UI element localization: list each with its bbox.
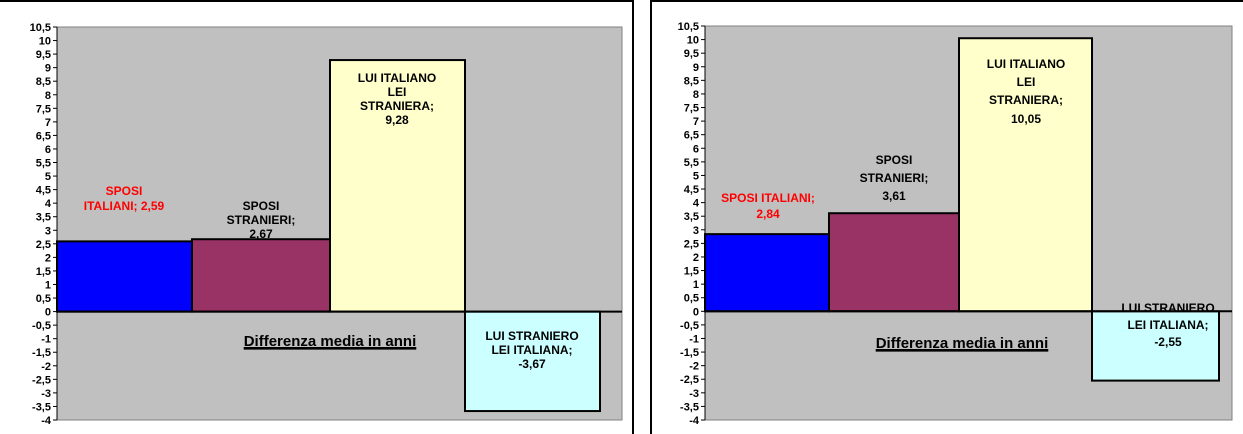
y-tick-label: 6 [693,143,699,155]
y-tick-label: 1 [45,279,51,291]
y-tick-label: 2 [45,252,51,264]
y-tick-label: -4 [689,415,700,427]
y-tick-label: 1,5 [36,266,51,278]
chart-panel-2: 10,5 10 9,5 9 8,5 8 7,5 7 6,5 6 5,5 5 4,5 4 3,5 3 2,5 2 1,… [650,0,1243,434]
y-tick-label: 10 [687,35,699,47]
y-tick-label: 4,5 [36,185,51,197]
data-label: LUI ITALIANO [987,57,1065,71]
data-label: LEI ITALIANA; [491,343,572,357]
x-axis-title: Differenza media in anni [244,333,417,350]
data-label: 2,84 [756,207,780,221]
bar-chart-2: 10,5109,598,587,576,565,554,543,532,521,… [678,21,1233,427]
data-label: SPOSI [876,153,913,167]
y-tick-label: 2,5 [684,238,699,250]
y-tick-label: -1 [41,334,51,346]
y-tick-label: -0,5 [680,320,699,332]
y-tick-label: -2 [689,361,699,373]
data-label: SPOSI [106,184,143,198]
y-tick-label: 1,5 [684,266,699,278]
data-label: -2,55 [1154,335,1182,349]
y-tick-label: 3,5 [36,212,51,224]
y-tick-label: 0 [45,307,51,319]
data-label: STRANIERI; [860,171,929,185]
data-label: LUI STRANIERO [485,329,578,343]
data-label: STRANIERA; [360,99,434,113]
y-tick-label: 4,5 [684,184,699,196]
y-tick-label: 6,5 [36,130,51,142]
y-tick-label: 8 [45,90,51,102]
y-tick-label: 3 [693,225,699,237]
y-tick-label: 10,5 [678,21,699,33]
y-tick-label: -2 [41,361,51,373]
y-tick-label: -2,5 [680,374,699,386]
y-tick-label: 10,5 [30,22,51,34]
data-label: STRANIERA; [989,93,1063,107]
data-label: LEI [388,85,407,99]
y-tick-label: 3 [45,225,51,237]
data-label: SPOSI [243,199,280,213]
data-label: STRANIERI; [227,213,296,227]
y-tick-label: 6,5 [684,130,699,142]
y-tick-label: 0 [693,306,699,318]
y-tick-label: 7 [45,117,51,129]
y-tick-label: 9,5 [684,48,699,60]
data-label: SPOSI ITALIANI; [721,191,815,205]
y-tick-label: 5,5 [36,158,51,170]
y-tick-label: -3,5 [680,401,699,413]
y-tick-label: -3 [689,388,699,400]
bar [828,212,960,313]
data-label: -3,67 [518,357,546,371]
y-tick-label: -2,5 [32,374,51,386]
y-tick-label: -1,5 [680,347,699,359]
y-tick-label: 0,5 [36,293,51,305]
y-tick-label: -3,5 [32,401,51,413]
data-label: 9,28 [385,113,409,127]
bar [704,233,830,313]
y-tick-label: 9,5 [36,49,51,61]
y-tick-label: -4 [41,415,52,427]
bar [329,59,466,313]
y-tick-label: 7,5 [36,103,51,115]
y-tick-label: -3 [41,388,51,400]
y-tick-label: -1,5 [32,347,51,359]
y-tick-label: 5 [45,171,51,183]
data-label: 10,05 [1011,112,1041,126]
y-tick-label: -0,5 [32,320,51,332]
y-tick-label: 9 [45,63,51,75]
y-tick-label: 1 [693,279,699,291]
bar [191,238,331,313]
y-tick-label: 5 [693,170,699,182]
data-label: ITALIANI; 2,59 [84,199,165,213]
data-label: LUI STRANIERO [1121,301,1214,315]
bar [958,37,1093,313]
y-tick-label: 7,5 [684,103,699,115]
y-tick-label: 2 [693,252,699,264]
data-label: LEI ITALIANA; [1127,318,1208,332]
y-tick-label: 7 [693,116,699,128]
y-tick-label: 9 [693,62,699,74]
bar-chart-1: 10,5109,598,587,576,565,554,543,532,521,… [30,22,623,427]
x-axis-title: Differenza media in anni [876,335,1049,352]
data-label: 2,67 [249,227,273,241]
y-tick-label: -1 [689,333,699,345]
y-tick-label: 10 [39,36,51,48]
bar [56,240,193,313]
data-label: LUI ITALIANO [358,71,436,85]
y-tick-label: 4 [693,198,700,210]
bar [1091,310,1220,382]
y-tick-label: 8 [693,89,699,101]
y-tick-label: 0,5 [684,293,699,305]
y-tick-label: 3,5 [684,211,699,223]
y-tick-label: 6 [45,144,51,156]
y-tick-label: 2,5 [36,239,51,251]
bar [464,310,601,413]
data-label: 3,61 [882,189,906,203]
data-label: LEI [1017,75,1036,89]
chart-panel-1: 10,5 10 9,5 9 8,5 8 7,5 7 6,5 6 5,5 5 4,5 4 3,5 3 2,5 2 1,… [0,0,634,434]
y-tick-label: 4 [45,198,52,210]
y-tick-label: 8,5 [36,76,51,88]
y-tick-label: 5,5 [684,157,699,169]
y-tick-label: 8,5 [684,75,699,87]
